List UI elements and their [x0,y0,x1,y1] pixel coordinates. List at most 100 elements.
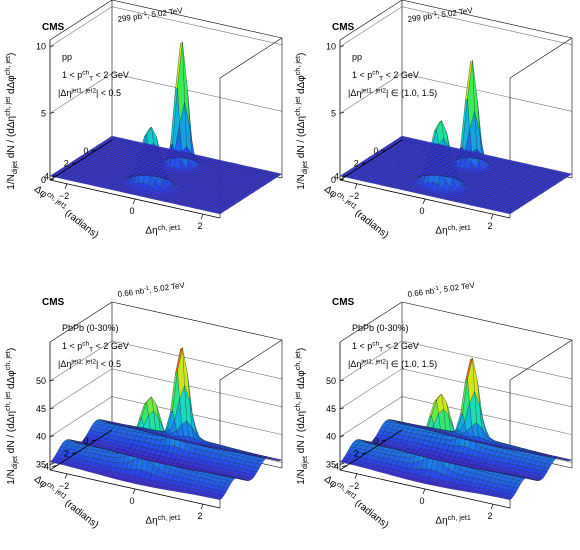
surface-cell [109,421,118,425]
experiment-label: CMS [42,22,65,33]
phi-tick-label: 2 [354,449,359,459]
surface-cell [399,135,408,139]
z-tick-label: 50 [326,376,336,386]
phi-tick [361,452,367,455]
system-label: pp [352,52,362,62]
eta-tick [354,473,358,479]
z-gridline [49,73,283,114]
deta-cut-label: |Δηjet1, jet2| < 0.5 [58,88,121,98]
z-tick-label: 45 [36,404,46,414]
pt-cut-label: 1 < pchT < 2 GeV [352,70,419,83]
phi-tick [381,149,387,152]
phi-tick-label: 0 [83,146,88,156]
z-tick [339,435,345,437]
axes: 0 5 10 −2 0 2 0 2 4 [326,42,511,231]
luminosity-label: 0.66 nb-1, 5.02 TeV [407,281,476,299]
top-back-edge [111,0,283,39]
eta-tick-label: 2 [197,221,202,231]
phi-tick [381,439,387,442]
eta-tick-label: −2 [349,481,359,491]
eta-tick-label: 2 [197,511,202,521]
phi-tick [341,175,348,177]
z-tick-label: 10 [326,42,336,52]
z-tick [339,463,345,465]
z-gridline [49,6,283,47]
z-gridline [339,73,573,114]
system-label: PbPb (0-30%) [62,323,119,333]
z-tick [49,407,55,410]
experiment-label: CMS [42,297,65,308]
eta-tick-label: 0 [419,206,424,216]
top-back-edge [401,0,573,39]
luminosity-label: 0.66 nb-1, 5.02 TeV [117,281,186,299]
surface [49,347,283,501]
z-tick [339,45,345,48]
eta-tick [490,214,494,220]
top-right-edge [509,37,573,79]
top-left-edge [339,301,403,343]
eta-tick-label: −2 [349,191,359,201]
z-tick [49,379,55,382]
surface [339,60,573,215]
surface-cell [109,135,118,139]
eta-tick [132,488,136,495]
z-tick [339,379,345,382]
surface [339,357,573,501]
phi-axis-line [49,429,113,471]
z-gridline [339,340,573,382]
x-axis-title: Δηch, jet1 [145,223,180,237]
x-axis-title: Δηch, jet1 [145,513,180,527]
phi-tick-label: 4 [334,171,339,181]
z-gridline [339,6,573,47]
x-axis-title: Δηch, jet1 [435,513,470,527]
phi-tick-label: 0 [373,436,378,446]
z-axis-title: 1/Ndijet dN / (dΔηch, jet dΔφch, jet) [293,348,309,485]
phi-tick-label: 2 [64,159,69,169]
z-gridline [49,396,283,437]
eta-tick [422,198,426,205]
eta-tick [200,214,204,220]
eta-tick [354,183,358,189]
z-axis-title: 1/Ndijet dN / (dΔηch, jet dΔφch, jet) [3,348,19,485]
top-left-edge [49,301,113,343]
z-tick-label: 40 [326,432,336,442]
eta-tick-label: 0 [419,496,424,506]
top-back-edge [111,301,283,341]
x-axis-title: Δηch, jet1 [435,223,470,237]
phi-tick-label: 4 [44,171,49,181]
z-tick-label: 10 [36,42,46,52]
z-axis-title: 1/Ndijet dN / (dΔηch, jet dΔφch, jet) [3,53,19,190]
phi-axis-line [49,139,113,181]
surface-cell [399,421,408,425]
phi-axis-line [339,429,403,471]
deta-cut-label: |Δηjet1, jet2| ∈ (1.0, 1.5) [348,359,437,369]
eta-tick [490,504,494,510]
eta-tick [132,198,136,205]
axes: 0 5 10 −2 0 2 0 2 4 [36,42,221,231]
z-tick-label: 50 [36,376,46,386]
phi-tick [51,175,58,177]
phi-tick-label: 4 [44,461,49,471]
eta-tick [64,183,68,189]
top-left-edge [339,0,403,41]
system-label: pp [62,52,72,62]
eta-tick [200,504,204,510]
experiment-label: CMS [332,22,355,33]
z-tick-label: 40 [36,432,46,442]
eta-tick [64,473,68,479]
z-tick [339,407,345,410]
z-gridline [49,368,283,410]
phi-tick [71,452,77,455]
eta-tick-label: −2 [59,191,69,201]
axes: 35 40 45 50 −2 0 2 0 2 4 [326,376,511,521]
eta-tick-label: −2 [59,481,69,491]
phi-tick-label: 0 [373,146,378,156]
system-label: PbPb (0-30%) [352,323,409,333]
phi-tick [51,465,58,467]
z-tick-label: 35 [326,459,336,469]
z-axis-title: 1/Ndijet dN / (dΔηch, jet dΔφch, jet) [293,53,309,190]
phi-tick [341,465,348,467]
